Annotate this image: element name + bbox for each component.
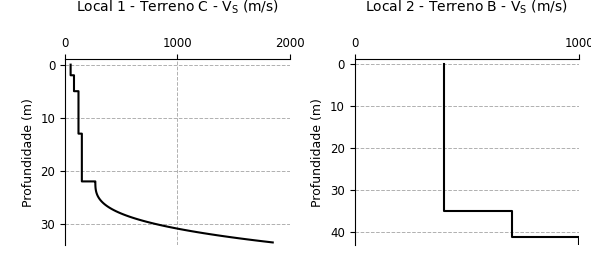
Title: Local 1 - Terreno C - V$_\mathregular{S}$ (m/s): Local 1 - Terreno C - V$_\mathregular{S}…: [76, 0, 279, 16]
Y-axis label: Profundidade (m): Profundidade (m): [22, 98, 35, 207]
Title: Local 2 - Terreno B - V$_\mathregular{S}$ (m/s): Local 2 - Terreno B - V$_\mathregular{S}…: [365, 0, 569, 16]
Y-axis label: Profundidade (m): Profundidade (m): [311, 98, 324, 207]
